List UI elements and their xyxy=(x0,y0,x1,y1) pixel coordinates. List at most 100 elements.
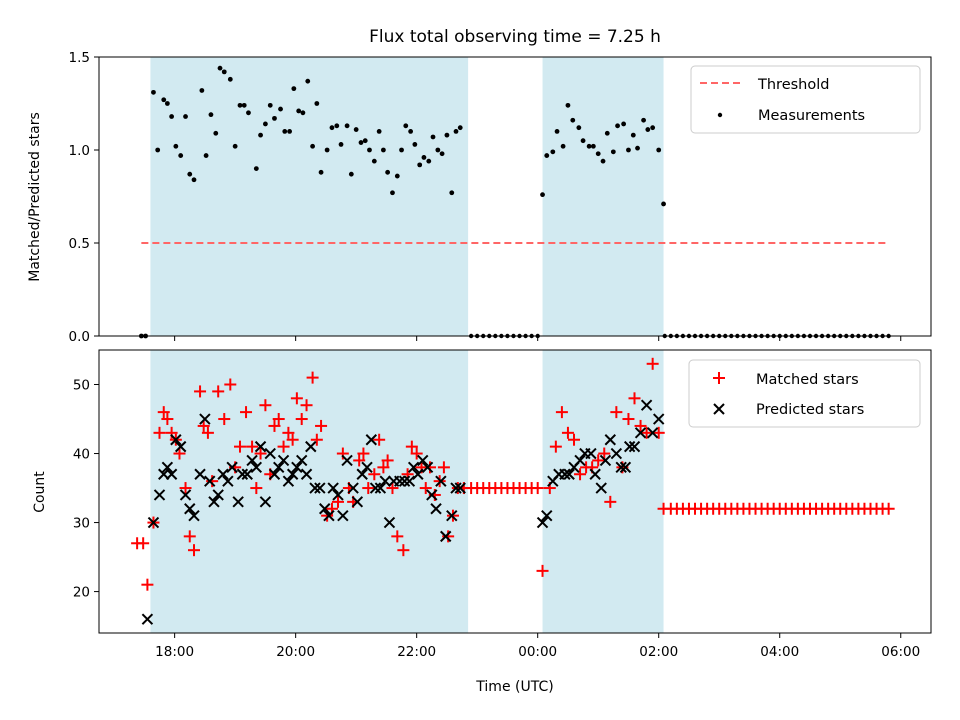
measurement-point xyxy=(353,127,359,132)
predicted-star-point xyxy=(615,461,627,474)
measurement-point xyxy=(232,143,238,149)
measurement-point xyxy=(324,147,330,153)
predicted-star-point xyxy=(300,468,313,480)
predicted-star-point xyxy=(369,482,382,494)
predicted-star-point xyxy=(295,454,308,467)
matched-star-point xyxy=(610,406,623,419)
predicted-star-point xyxy=(291,461,303,474)
matched-star-point xyxy=(368,468,381,481)
measurement-point xyxy=(263,121,268,127)
predicted-star-point xyxy=(204,475,216,487)
matched-star-point xyxy=(598,447,611,460)
measurement-point xyxy=(267,102,273,108)
top-y-tick-label: 0.5 xyxy=(69,236,90,252)
measurement-point xyxy=(604,130,610,136)
predicted-star-point xyxy=(430,503,442,515)
measurement-point xyxy=(237,102,243,108)
matched-star-point xyxy=(377,461,390,474)
matched-star-point xyxy=(277,440,290,453)
bottom-shaded-intervals xyxy=(150,350,664,633)
matched-star-point xyxy=(353,454,366,467)
predicted-star-point xyxy=(165,468,178,480)
predicted-star-point xyxy=(563,468,575,480)
predicted-star-point xyxy=(619,461,632,474)
predicted-stars-points xyxy=(141,399,665,625)
matched-star-point xyxy=(306,371,319,384)
measurement-point xyxy=(385,169,391,175)
top-x-ticks xyxy=(174,336,902,341)
matched-star-point xyxy=(218,413,231,426)
matched-star-point xyxy=(386,482,399,495)
predicted-star-point xyxy=(640,399,653,411)
predicted-star-point xyxy=(232,496,244,508)
predicted-star-point xyxy=(141,613,154,625)
matched-star-point xyxy=(197,419,210,432)
matched-star-point xyxy=(652,426,665,439)
measurement-point xyxy=(586,143,592,149)
predicted-star-point xyxy=(314,482,326,494)
measurement-point xyxy=(173,143,179,149)
measurement-point xyxy=(615,123,620,129)
measurement-point xyxy=(610,149,616,155)
bottom-axes-frame xyxy=(98,349,932,634)
measurement-point xyxy=(435,147,441,153)
measurement-point xyxy=(362,138,368,144)
matched-star-point xyxy=(622,413,635,426)
matched-star-point xyxy=(201,426,214,439)
matched-star-point xyxy=(423,461,436,474)
predicted-star-point xyxy=(365,434,377,446)
predicted-star-point xyxy=(277,454,290,467)
bottom-y-tick-label: 40 xyxy=(73,447,90,463)
x-tick-label: 04:00 xyxy=(760,644,799,660)
measurement-point xyxy=(191,177,197,183)
matched-star-point xyxy=(419,482,432,495)
predicted-star-point xyxy=(250,461,263,474)
matched-star-point xyxy=(250,482,263,495)
measurement-point xyxy=(187,171,193,177)
matched-star-point xyxy=(567,433,580,446)
predicted-star-point xyxy=(361,461,373,474)
matched-star-point xyxy=(549,440,562,453)
top-axes-frame xyxy=(98,56,932,337)
x-tick-label: 18:00 xyxy=(155,644,194,660)
shaded-interval xyxy=(150,350,469,633)
matched-star-point xyxy=(397,544,410,557)
top-shaded-intervals xyxy=(150,57,664,336)
measurement-point xyxy=(439,151,445,157)
predicted-star-point xyxy=(147,516,160,529)
predicted-legend-swatch xyxy=(713,403,725,415)
bottom-y-axis-label: Count xyxy=(32,471,48,513)
matched-star-point xyxy=(332,495,345,508)
predicted-star-point xyxy=(383,516,396,529)
matched-star-point xyxy=(286,433,299,446)
measurement-point xyxy=(449,190,455,196)
matched-star-point xyxy=(604,495,617,508)
top-y-tick-label: 0.0 xyxy=(69,329,90,345)
bottom-y-tick-label: 30 xyxy=(73,516,90,532)
measurement-point xyxy=(246,110,251,116)
matched-star-point xyxy=(206,475,219,488)
measurement-point xyxy=(278,106,283,112)
measurement-point xyxy=(656,147,662,153)
measurement-point xyxy=(376,129,382,134)
predicted-star-point xyxy=(610,447,623,460)
shaded-interval xyxy=(542,350,664,633)
measurement-point xyxy=(661,201,666,207)
measurement-point xyxy=(344,123,350,129)
measurement-point xyxy=(412,142,418,147)
matched-star-point xyxy=(183,530,196,543)
measurement-point xyxy=(227,76,233,82)
matched-star-point xyxy=(555,406,568,419)
measurement-point xyxy=(208,112,214,118)
predicted-star-point xyxy=(327,482,339,494)
predicted-star-point xyxy=(426,489,438,501)
matched-star-point xyxy=(295,413,308,426)
predicted-star-point xyxy=(208,496,220,508)
matched-star-point xyxy=(259,399,272,412)
predicted-star-point xyxy=(174,440,187,453)
measurement-point xyxy=(421,155,427,160)
measurement-point xyxy=(338,142,344,147)
matched-star-point xyxy=(592,454,605,467)
predicted-star-point xyxy=(332,489,344,501)
predicted-star-point xyxy=(170,434,182,446)
